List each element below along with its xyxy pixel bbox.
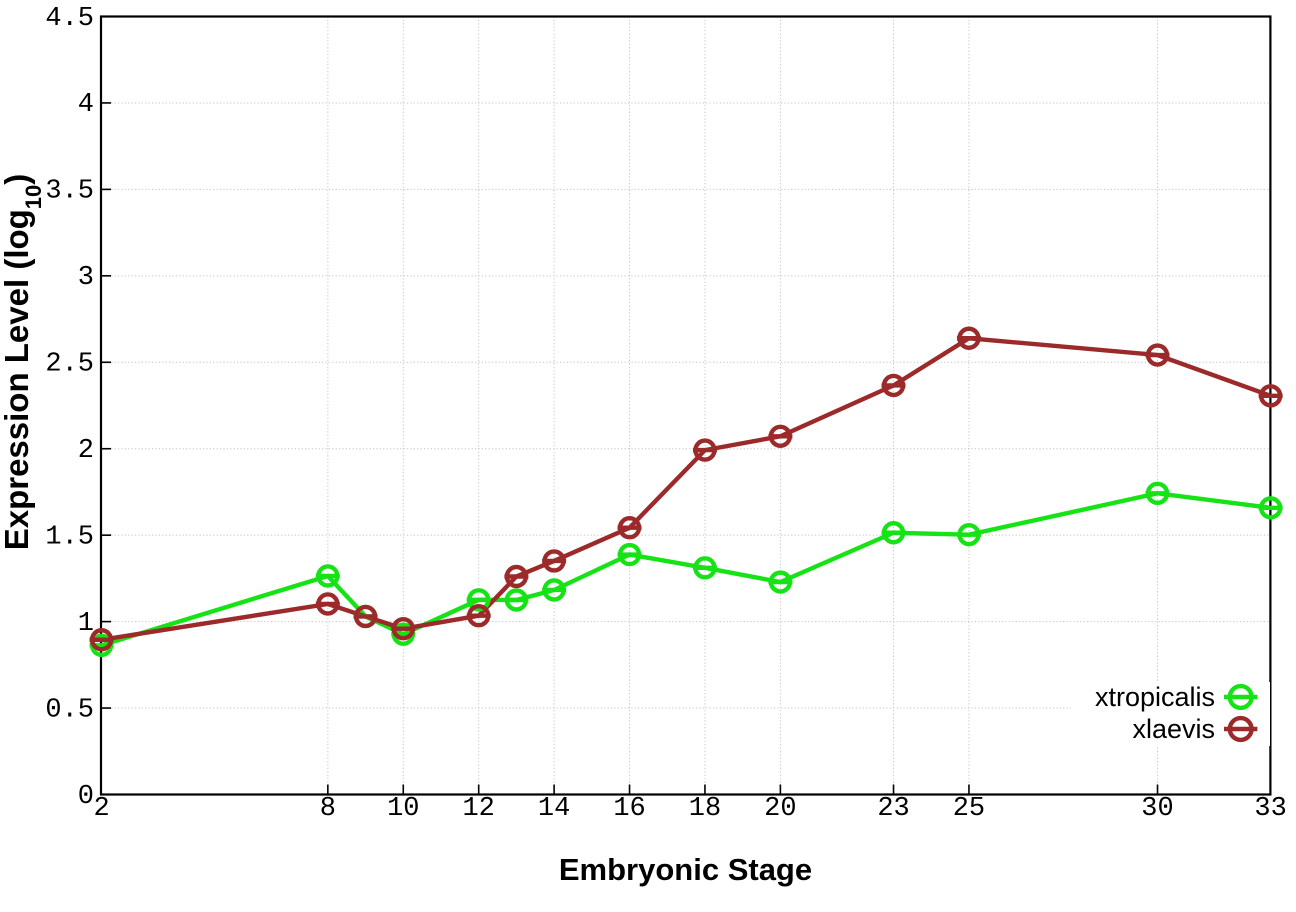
svg-text:Embryonic Stage: Embryonic Stage — [559, 852, 812, 887]
svg-text:2: 2 — [93, 794, 109, 824]
svg-text:xtropicalis: xtropicalis — [1095, 682, 1215, 712]
svg-text:Expression Level (log10): Expression Level (log10) — [0, 174, 46, 551]
svg-text:12: 12 — [462, 794, 494, 824]
svg-text:8: 8 — [320, 794, 336, 824]
svg-text:0.5: 0.5 — [45, 696, 94, 726]
svg-text:2: 2 — [78, 436, 94, 466]
svg-text:4.5: 4.5 — [45, 4, 94, 34]
svg-text:23: 23 — [877, 794, 909, 824]
svg-text:18: 18 — [689, 794, 721, 824]
svg-text:0: 0 — [78, 782, 94, 812]
svg-text:3: 3 — [78, 263, 94, 293]
svg-text:16: 16 — [613, 794, 645, 824]
svg-text:33: 33 — [1254, 794, 1286, 824]
svg-text:2.5: 2.5 — [45, 350, 94, 380]
svg-text:20: 20 — [764, 794, 796, 824]
svg-text:1.5: 1.5 — [45, 523, 94, 553]
svg-text:30: 30 — [1141, 794, 1173, 824]
svg-text:14: 14 — [538, 794, 570, 824]
svg-text:25: 25 — [953, 794, 985, 824]
svg-text:4: 4 — [78, 90, 94, 120]
svg-text:xlaevis: xlaevis — [1132, 714, 1215, 744]
svg-text:3.5: 3.5 — [45, 177, 94, 207]
svg-text:10: 10 — [387, 794, 419, 824]
